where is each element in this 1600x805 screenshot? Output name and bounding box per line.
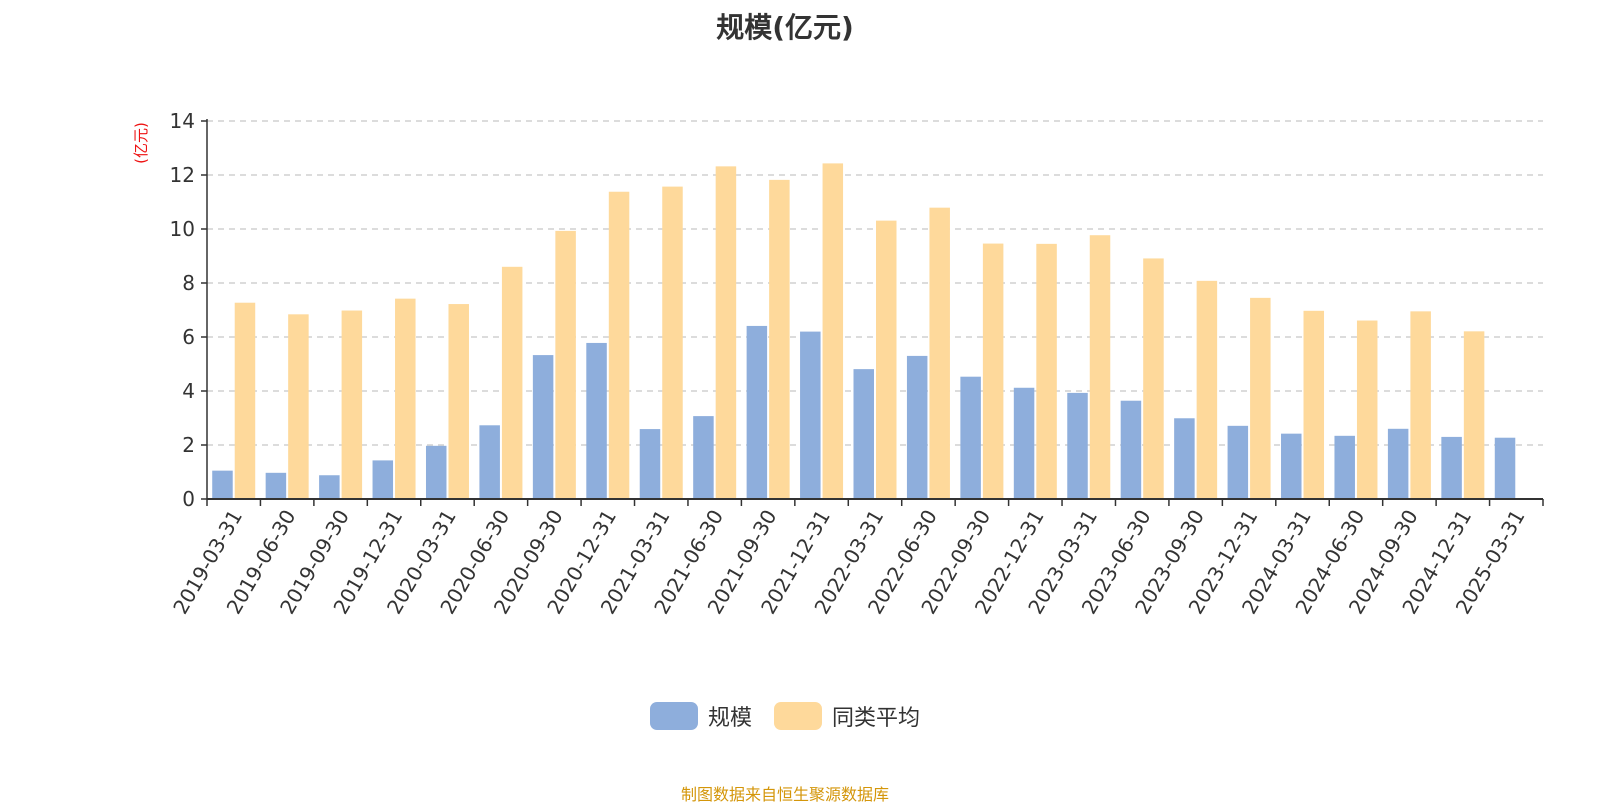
bar-peer-average[interactable]: [982, 243, 1004, 499]
chart-title: 规模(亿元): [716, 11, 854, 44]
bar-scale[interactable]: [479, 425, 500, 499]
bar-peer-average[interactable]: [555, 230, 576, 499]
y-tick-label: 12: [170, 163, 195, 187]
bar-scale[interactable]: [1227, 425, 1249, 499]
bar-scale[interactable]: [1281, 433, 1302, 499]
bar-scale[interactable]: [1120, 400, 1142, 499]
y-tick-label: 8: [182, 271, 195, 295]
bar-scale[interactable]: [639, 429, 661, 499]
bar-scale[interactable]: [1441, 436, 1462, 499]
bar-scale[interactable]: [1494, 437, 1516, 499]
bar-peer-average[interactable]: [288, 314, 309, 499]
bar-peer-average[interactable]: [608, 191, 630, 500]
bar-scale[interactable]: [1174, 418, 1195, 499]
bar-peer-average[interactable]: [929, 207, 950, 500]
bar-scale[interactable]: [1067, 392, 1088, 499]
legend-swatch-scale: [649, 702, 698, 730]
legend-label-peer-average: 同类平均: [832, 706, 921, 731]
bar-peer-average[interactable]: [1410, 311, 1431, 499]
bar-scale[interactable]: [800, 331, 821, 499]
bar-peer-average[interactable]: [715, 166, 737, 500]
bars: [212, 163, 1516, 500]
bar-peer-average[interactable]: [1089, 235, 1111, 499]
y-tick-label: 14: [170, 109, 195, 133]
bar-scale[interactable]: [372, 460, 394, 499]
y-tick-label: 6: [182, 325, 195, 349]
bar-scale[interactable]: [1013, 387, 1035, 499]
bar-scale[interactable]: [1387, 428, 1409, 499]
y-tick-label: 10: [170, 217, 195, 241]
y-tick-label: 2: [182, 433, 195, 457]
y-tick-label: 4: [182, 379, 195, 403]
bar-scale[interactable]: [746, 325, 768, 499]
bar-peer-average[interactable]: [501, 266, 523, 499]
legend: 规模 同类平均: [0, 700, 1570, 732]
bar-scale[interactable]: [960, 376, 981, 499]
bar-scale[interactable]: [212, 470, 233, 499]
bar-scale[interactable]: [425, 445, 447, 499]
legend-swatch-peer-average: [774, 702, 822, 730]
bar-peer-average[interactable]: [1036, 243, 1057, 499]
bar-scale[interactable]: [1334, 435, 1355, 499]
bar-peer-average[interactable]: [1303, 310, 1325, 499]
bar-peer-average[interactable]: [395, 298, 416, 499]
bar-peer-average[interactable]: [448, 304, 469, 499]
y-axis-label: (亿元): [132, 122, 150, 164]
bar-peer-average[interactable]: [822, 163, 844, 499]
bar-scale[interactable]: [532, 355, 554, 499]
bar-scale[interactable]: [906, 355, 928, 499]
bar-peer-average[interactable]: [341, 310, 363, 499]
source-note: 制图数据来自恒生聚源数据库: [680, 785, 889, 804]
bar-peer-average[interactable]: [662, 186, 683, 500]
bar-peer-average[interactable]: [1196, 280, 1218, 499]
bar-scale[interactable]: [265, 472, 287, 499]
bar-peer-average[interactable]: [1463, 331, 1485, 499]
legend-item-scale[interactable]: 规模: [649, 700, 752, 732]
y-tick-label: 0: [182, 487, 195, 511]
bar-scale[interactable]: [693, 416, 714, 499]
bar-peer-average[interactable]: [1143, 258, 1164, 499]
axes: 024681012142019-03-312019-06-302019-09-3…: [168, 109, 1544, 618]
legend-item-peer-average[interactable]: 同类平均: [774, 700, 920, 732]
bar-peer-average[interactable]: [234, 302, 256, 499]
legend-label-scale: 规模: [707, 706, 752, 731]
bar-scale[interactable]: [853, 369, 875, 499]
bar-peer-average[interactable]: [1250, 297, 1271, 499]
bar-scale[interactable]: [586, 342, 607, 499]
bar-scale[interactable]: [319, 475, 340, 499]
bar-peer-average[interactable]: [876, 220, 897, 499]
bar-peer-average[interactable]: [769, 179, 790, 500]
bar-peer-average[interactable]: [1356, 320, 1378, 499]
